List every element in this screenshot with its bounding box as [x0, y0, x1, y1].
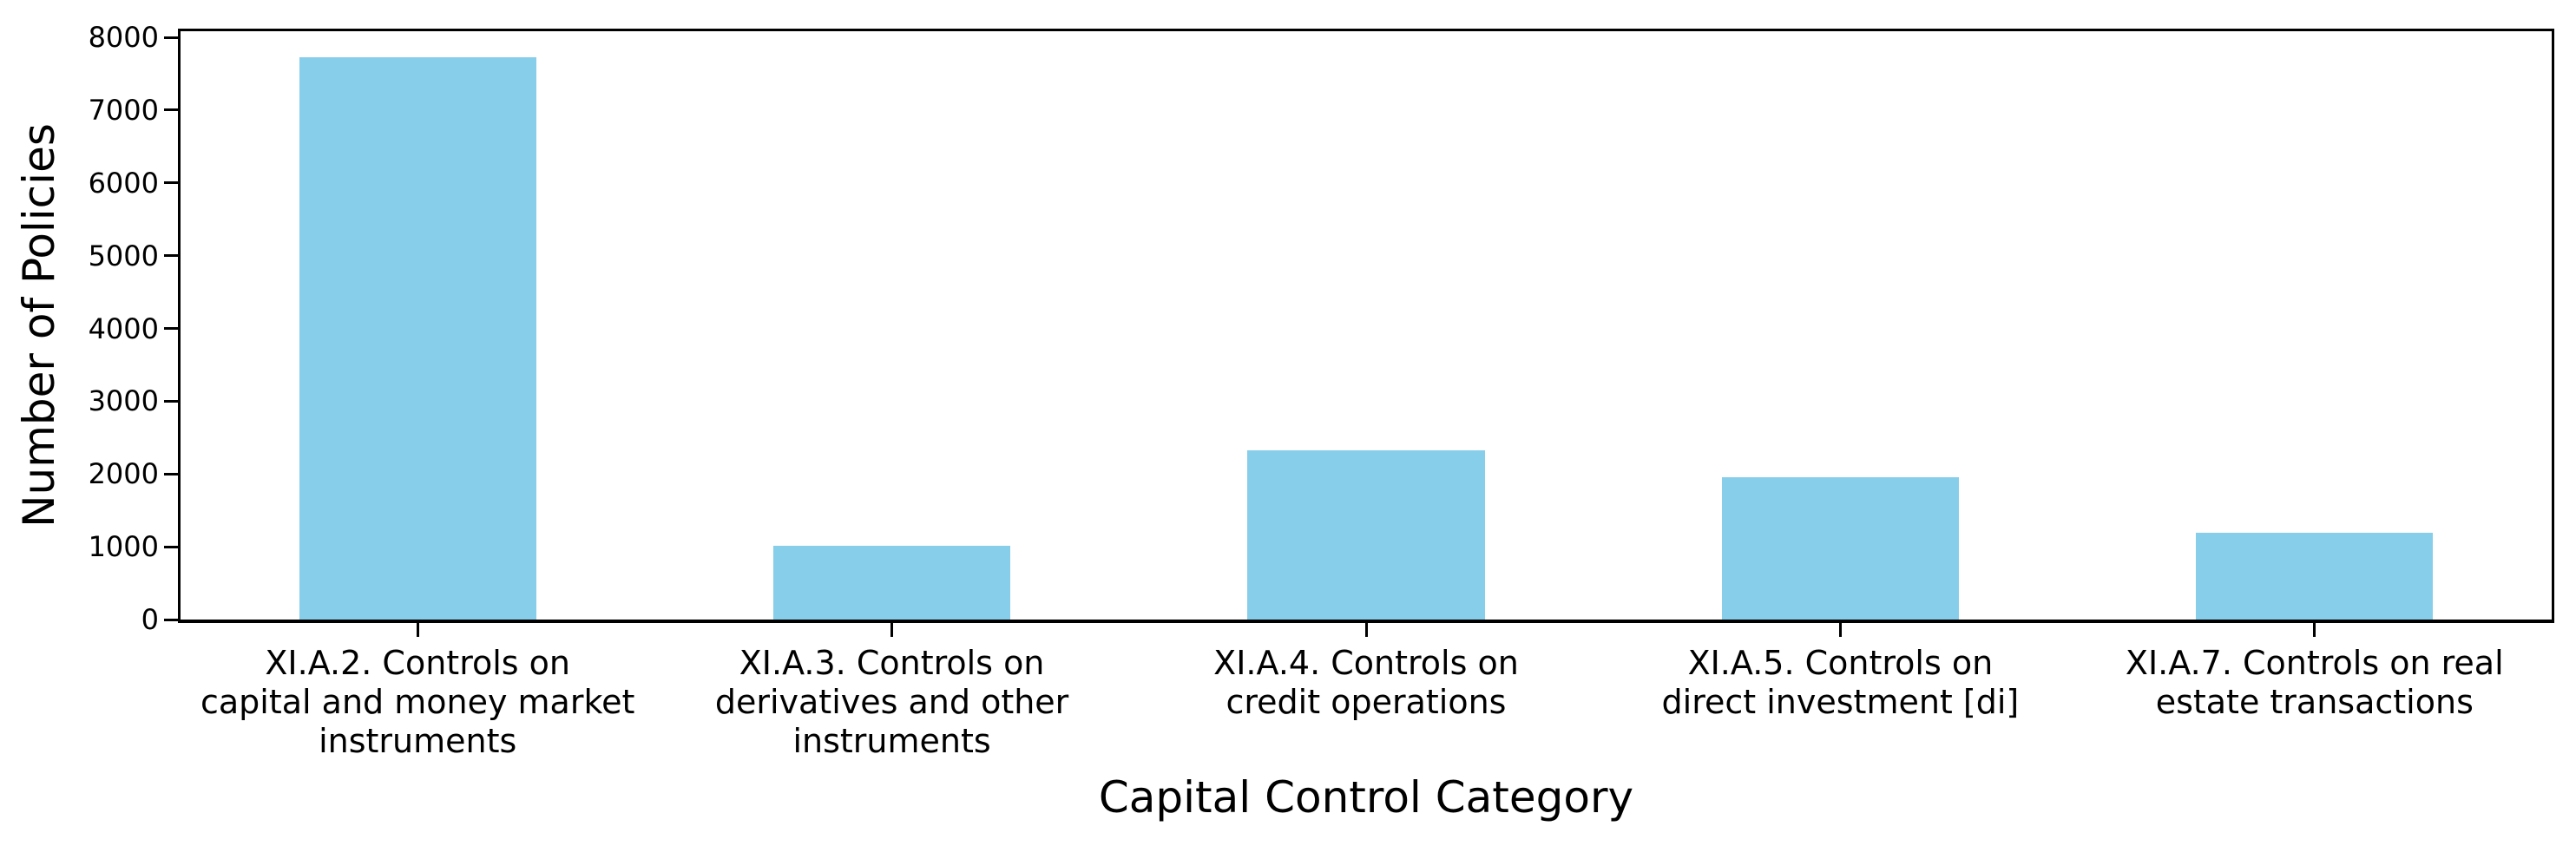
x-axis-tick-mark — [1838, 623, 1842, 637]
y-axis-tick-label: 4000 — [88, 312, 159, 345]
y-axis-tick-label: 2000 — [88, 457, 159, 491]
y-axis-tick-label: 7000 — [88, 93, 159, 127]
y-axis-tick-mark — [164, 327, 178, 331]
y-axis-tick-label: 5000 — [88, 239, 159, 272]
x-axis-category-label: XI.A.3. Controls on derivatives and othe… — [714, 644, 1069, 760]
y-axis-tick-mark — [164, 399, 178, 403]
x-axis-category-label: XI.A.4. Controls on credit operations — [1213, 644, 1519, 721]
y-axis-tick-mark — [164, 254, 178, 258]
y-axis-tick-label: 1000 — [88, 530, 159, 564]
y-axis-tick-mark — [164, 545, 178, 548]
y-axis-tick-mark — [164, 618, 178, 621]
y-axis-tick-mark — [164, 36, 178, 39]
x-axis-tick-mark — [1364, 623, 1368, 637]
x-axis-category-label: XI.A.7. Controls on real estate transact… — [2125, 644, 2504, 721]
bar — [2196, 533, 2434, 620]
x-axis-title: Capital Control Category — [1098, 772, 1634, 823]
bar — [1247, 450, 1485, 620]
x-axis-category-label: XI.A.5. Controls on direct investment [d… — [1661, 644, 2020, 721]
y-axis-tick-mark — [164, 181, 178, 185]
x-axis-tick-mark — [416, 623, 419, 637]
y-axis-tick-label: 3000 — [88, 384, 159, 418]
bar — [773, 546, 1011, 620]
bar — [299, 56, 536, 620]
x-axis-tick-mark — [890, 623, 894, 637]
y-axis-tick-mark — [164, 472, 178, 475]
plot-area — [178, 29, 2554, 623]
x-axis-tick-mark — [2313, 623, 2316, 637]
y-axis-tick-label: 8000 — [88, 21, 159, 55]
y-axis-tick-label: 0 — [141, 603, 159, 636]
bar — [1721, 477, 1959, 620]
x-axis-category-label: XI.A.2. Controls on capital and money ma… — [200, 644, 635, 760]
y-axis-tick-mark — [164, 108, 178, 112]
y-axis-tick-label: 6000 — [88, 166, 159, 200]
